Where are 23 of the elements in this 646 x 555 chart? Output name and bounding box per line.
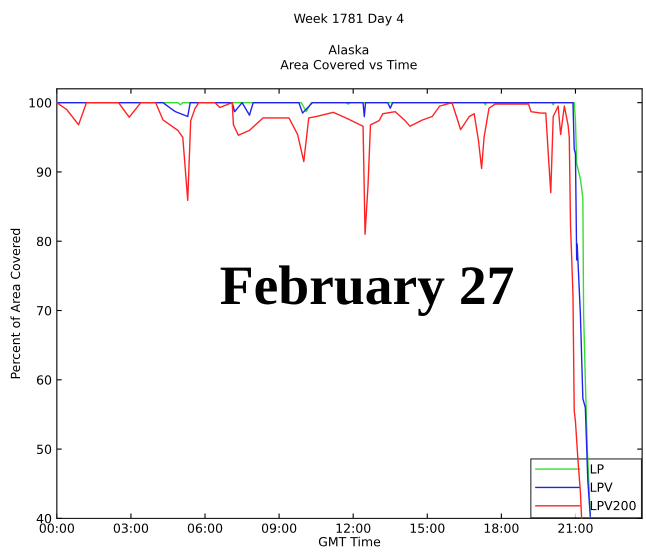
legend-label: LP bbox=[590, 464, 604, 474]
legend-label: LPV200 bbox=[590, 500, 636, 510]
y-tick-label: 70 bbox=[37, 306, 52, 316]
x-tick-label: 12:00 bbox=[336, 523, 370, 533]
x-tick-label: 21:00 bbox=[558, 523, 593, 533]
y-tick-label: 60 bbox=[36, 375, 52, 385]
x-tick-label: 09:00 bbox=[262, 523, 296, 533]
y-axis-title: Percent of Area Covered bbox=[10, 228, 20, 378]
x-axis-title: GMT Time bbox=[318, 536, 380, 546]
x-tick-label: 18:00 bbox=[484, 523, 519, 533]
chart-subtitle: Alaska Area Covered vs Time bbox=[280, 44, 417, 70]
chart-title: Week 1781 Day 4 bbox=[294, 13, 404, 26]
y-tick-label: 90 bbox=[36, 167, 52, 177]
y-tick-label: 40 bbox=[36, 514, 52, 524]
x-tick-label: 15:00 bbox=[410, 523, 444, 533]
annotation: February 27 bbox=[220, 265, 514, 316]
legend-label: LPV bbox=[590, 482, 613, 492]
y-tick-label: 100 bbox=[30, 98, 52, 108]
x-tick-label: 03:00 bbox=[114, 523, 148, 533]
x-tick-label: 06:00 bbox=[188, 523, 222, 533]
y-tick-label: 80 bbox=[36, 236, 52, 246]
x-tick-label: 00:00 bbox=[40, 523, 74, 533]
y-tick-label: 50 bbox=[37, 444, 52, 454]
